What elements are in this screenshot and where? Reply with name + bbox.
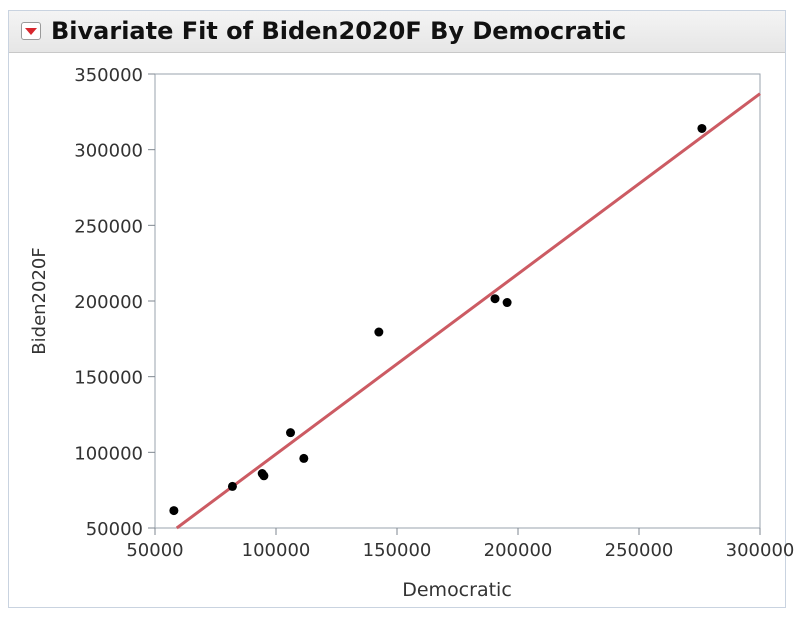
x-tick-label: 300000 [726, 540, 795, 561]
data-point [286, 428, 296, 438]
data-point [697, 123, 707, 133]
data-point [374, 327, 384, 337]
y-axis: 50000 100000 150000 200000 250000 300000 35000… [74, 65, 155, 540]
x-axis: 50000 100000 150000 200000 250000 300000 [126, 528, 794, 561]
data-point [490, 294, 500, 304]
red-triangle-menu-icon[interactable] [21, 22, 41, 40]
x-tick-label: 50000 [126, 540, 183, 561]
y-tick-label: 50000 [86, 519, 143, 540]
data-point [169, 506, 179, 516]
x-tick-label: 200000 [484, 540, 553, 561]
fit-line-group [175, 92, 761, 530]
disclosure-triangle [25, 28, 37, 35]
points-group [169, 123, 707, 516]
data-point [502, 298, 512, 308]
x-tick-label: 250000 [605, 540, 674, 561]
y-axis-label: Biden2020F [29, 247, 50, 354]
data-point [227, 481, 237, 491]
y-tick-label: 300000 [74, 141, 143, 162]
x-tick-label: 100000 [242, 540, 311, 561]
x-axis-label: Democratic [402, 579, 512, 601]
report-title: Bivariate Fit of Biden2020F By Democrati… [51, 17, 627, 45]
y-tick-label: 250000 [74, 216, 143, 237]
data-point [299, 453, 309, 463]
fit-line [175, 92, 761, 530]
y-tick-label: 150000 [74, 368, 143, 389]
plot-frame [154, 73, 761, 529]
x-tick-label: 150000 [363, 540, 432, 561]
y-tick-label: 350000 [74, 65, 143, 86]
data-point [259, 471, 269, 481]
y-tick-label: 200000 [74, 292, 143, 313]
y-tick-label: 100000 [74, 443, 143, 464]
report-header: Bivariate Fit of Biden2020F By Democrati… [9, 11, 785, 53]
